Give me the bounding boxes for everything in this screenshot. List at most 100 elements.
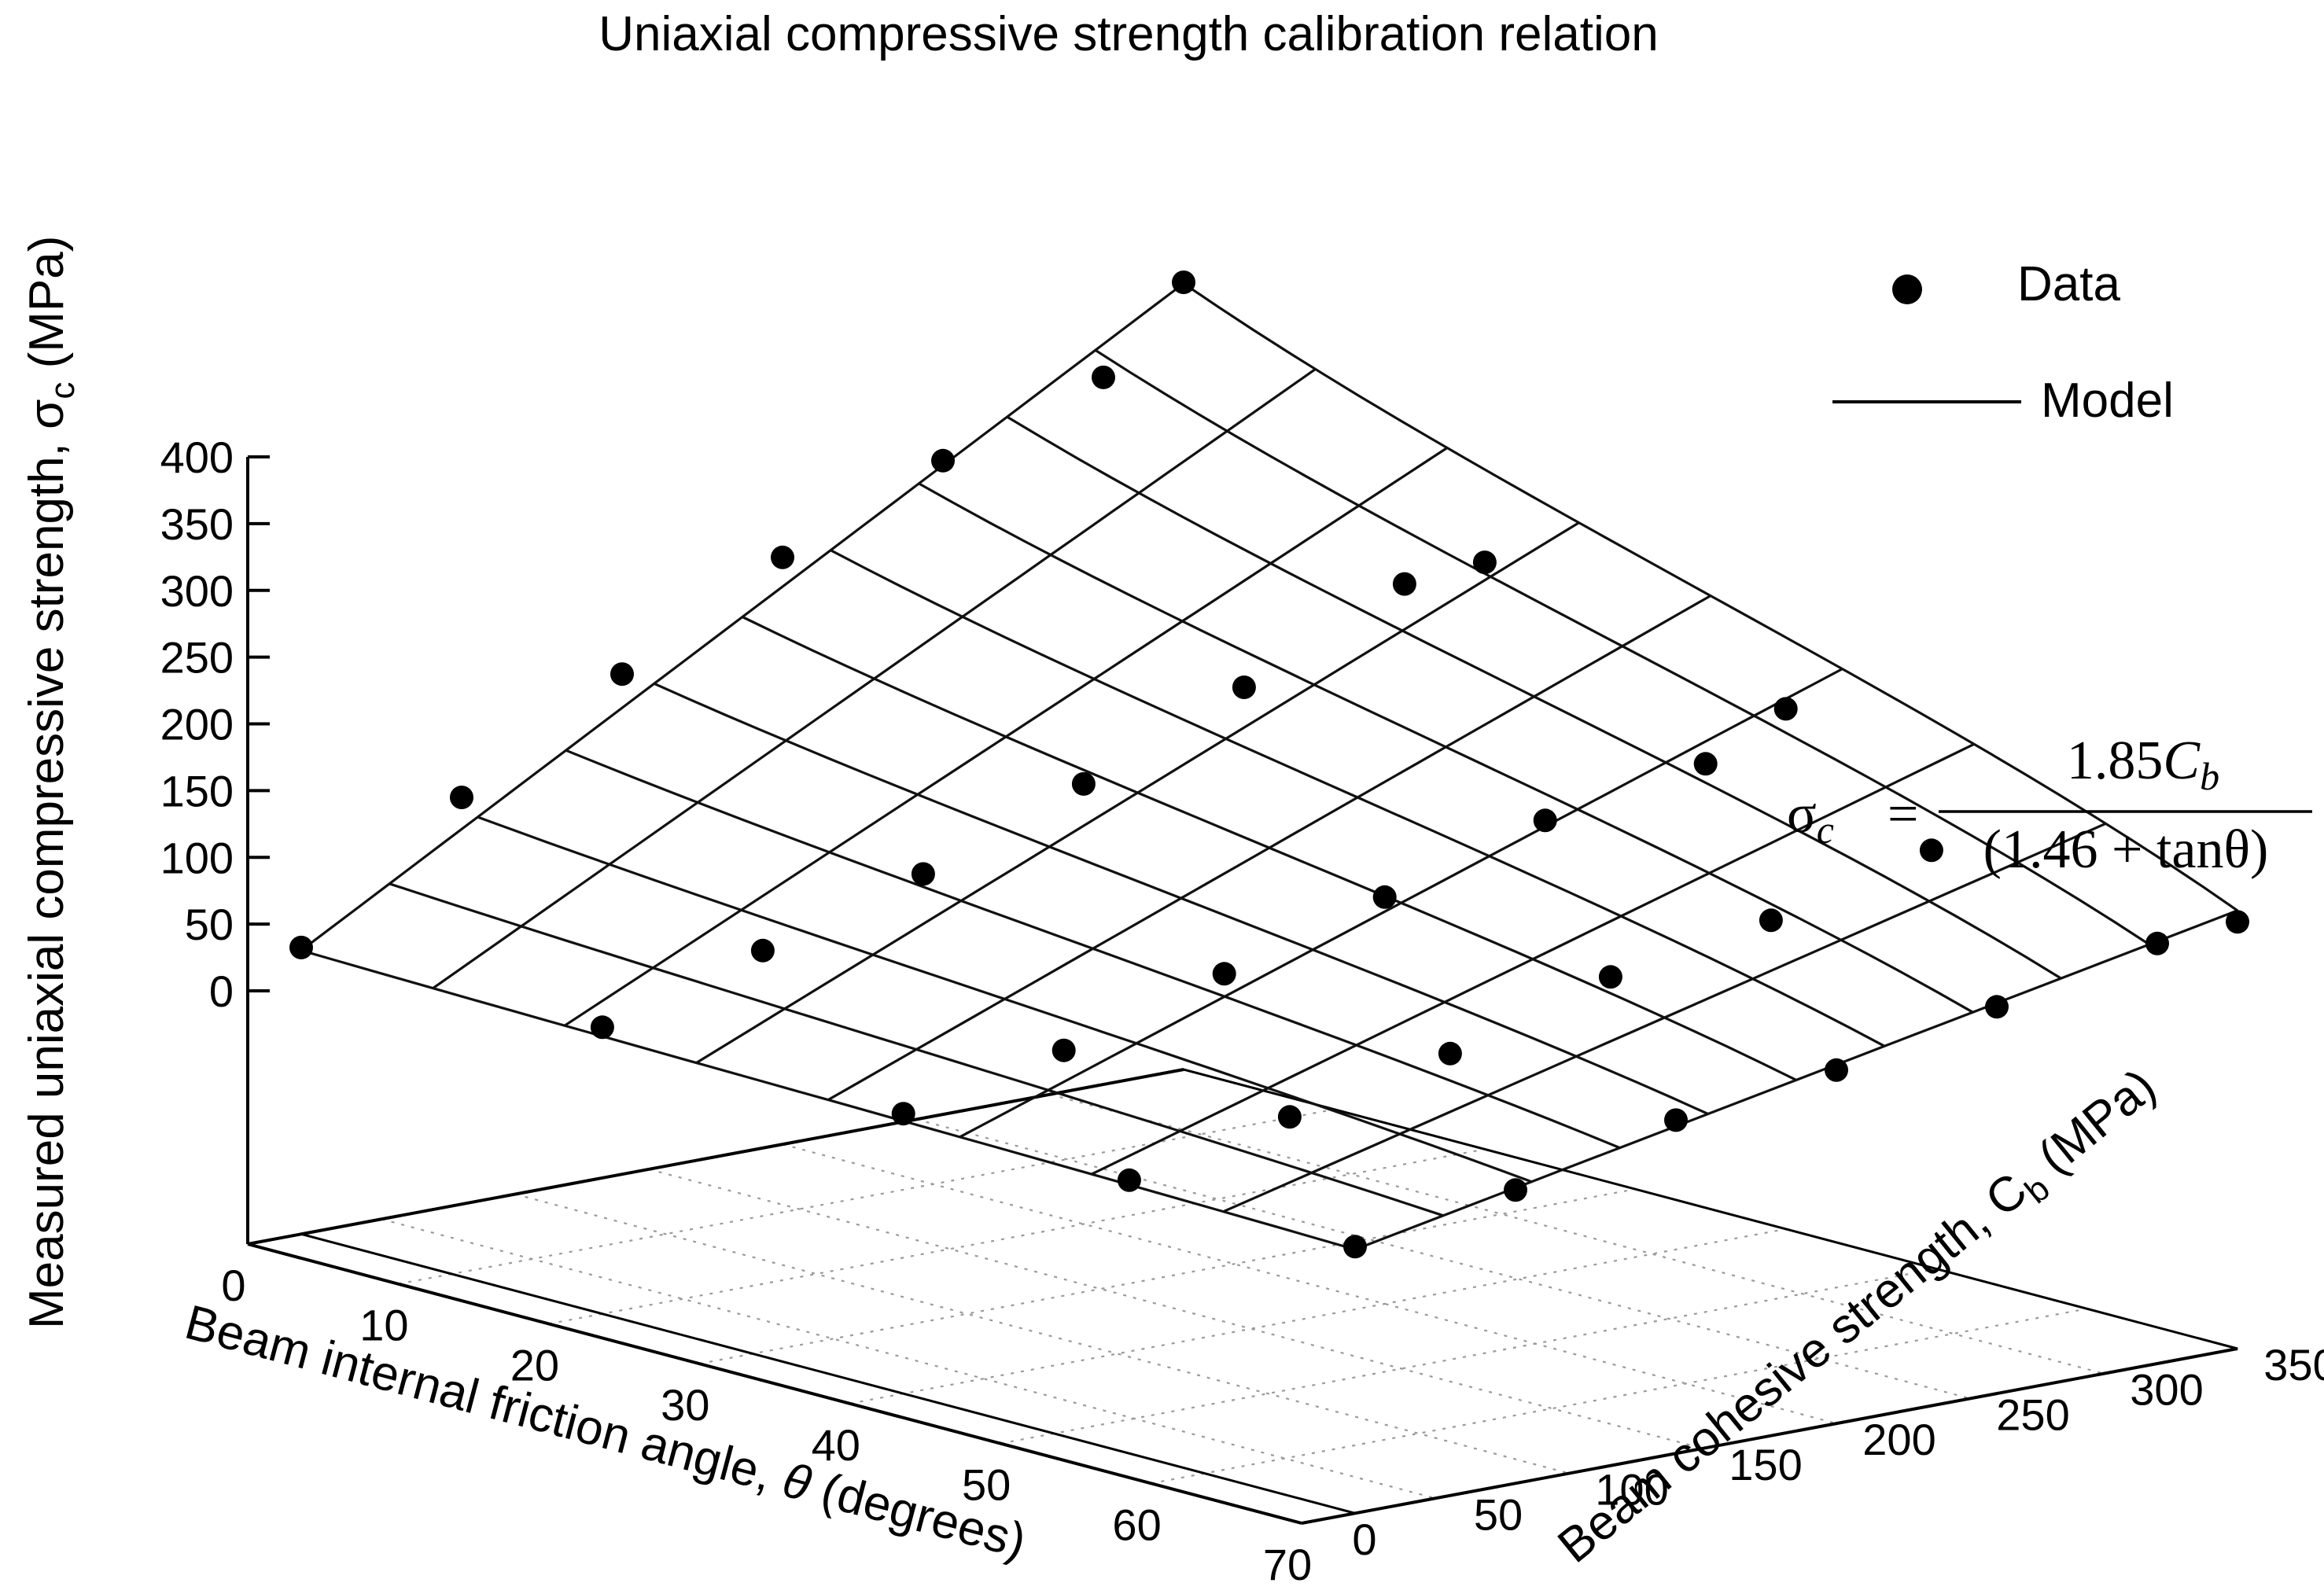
legend-model-label: Model <box>2041 374 2174 428</box>
y-tick-label: 100 <box>1595 1465 1668 1515</box>
y-tick-label: 150 <box>1729 1440 1802 1489</box>
z-tick-label: 300 <box>160 566 234 616</box>
data-point <box>1919 838 1943 863</box>
data-point <box>1664 1108 1688 1132</box>
data-point <box>1172 271 1195 294</box>
model-mesh-line-cb <box>300 949 1356 1251</box>
legend-data-marker <box>1892 274 1922 304</box>
x-tick-label: 10 <box>359 1301 408 1350</box>
z-axis-ticks: 0 50 100 150 200 250 300 350 400 <box>160 433 234 1016</box>
x-axis-label: Beam internal friction angle, θ (degrees… <box>179 1295 1031 1569</box>
data-point <box>1343 1235 1367 1259</box>
equation-numerator: 1.85Cb <box>2067 731 2219 798</box>
data-point <box>1392 572 1416 596</box>
x-tick-label: 70 <box>1263 1540 1312 1589</box>
model-mesh-line-cb <box>830 549 1885 1047</box>
data-point <box>1504 1178 1527 1202</box>
z-tick-label: 400 <box>160 433 234 482</box>
data-point <box>1232 676 1256 699</box>
x-tick-label: 30 <box>661 1380 709 1430</box>
data-points <box>289 271 2249 1259</box>
y-tick-label: 200 <box>1862 1415 1935 1464</box>
data-point <box>1438 1041 1462 1066</box>
y-tick-label: 0 <box>1352 1515 1376 1564</box>
data-point <box>1212 962 1236 986</box>
floor-grid-line-y <box>648 1168 1703 1449</box>
floor-grid-line-x <box>548 1148 1486 1325</box>
data-point <box>1759 908 1783 933</box>
data-point <box>1985 995 2009 1019</box>
data-point <box>590 1015 614 1040</box>
y-tick-label: 250 <box>1996 1390 2069 1439</box>
y-tick-label: 300 <box>2130 1365 2203 1415</box>
floor-grid-line-y <box>782 1143 1837 1425</box>
data-point <box>911 862 935 886</box>
model-mesh-line-cb <box>565 749 1621 1150</box>
equation-denominator: (1.46 + tanθ) <box>1983 819 2269 880</box>
equation-numerator-coef: 1.85 <box>2067 731 2164 791</box>
y-axis-label-main: Beam cohesive strength, C <box>1548 1163 2037 1574</box>
surface-footprint <box>300 1068 2238 1515</box>
data-point <box>1117 1168 1141 1192</box>
z-axis-label-unit: (MPa) <box>20 236 74 382</box>
data-point <box>1693 752 1718 776</box>
data-point <box>750 938 775 963</box>
y-axis-label-unit: (MPa) <box>2018 1058 2166 1193</box>
y-tick-label: 50 <box>1474 1489 1523 1539</box>
data-point <box>891 1102 915 1126</box>
z-tick-label: 100 <box>160 833 234 882</box>
floor-grid <box>247 1068 2238 1525</box>
model-mesh-line-cb <box>477 815 1532 1184</box>
equation-numerator-sub: b <box>2200 754 2219 798</box>
data-point <box>1092 365 1115 389</box>
data-point <box>450 786 473 809</box>
data-point <box>1052 1038 1076 1062</box>
legend: Data Model <box>1832 257 2174 428</box>
model-mesh-line-cb <box>1094 348 2150 946</box>
model-mesh-line-cb <box>389 882 1444 1217</box>
equation-equals: = <box>1888 784 1918 845</box>
x-tick-label: 50 <box>962 1460 1011 1510</box>
equation-lhs-sub: c <box>1817 808 1834 852</box>
data-point <box>289 935 313 959</box>
equation-numerator-symbol: C <box>2163 731 2201 791</box>
z-tick-label: 250 <box>160 633 234 683</box>
data-point <box>1277 1105 1302 1129</box>
model-mesh-line-cb <box>654 682 1709 1115</box>
x-axis-ticks: 0 10 20 30 40 50 60 70 <box>221 1261 1312 1589</box>
data-point <box>1773 697 1798 721</box>
model-equation: σc = 1.85Cb (1.46 + tanθ) <box>1787 731 2312 880</box>
data-point <box>2145 931 2169 955</box>
floor-frame <box>247 1068 2238 1525</box>
data-point <box>1071 771 1096 796</box>
chart-title: Uniaxial compressive strength calibratio… <box>598 7 1658 61</box>
data-point <box>931 448 955 473</box>
data-point <box>1372 885 1397 909</box>
x-tick-label: 0 <box>221 1261 245 1310</box>
z-axis-label-main: Measured uniaxial compressive strength, … <box>20 399 74 1329</box>
x-tick-label: 40 <box>812 1420 860 1470</box>
data-point <box>1598 965 1622 989</box>
data-point <box>771 545 794 569</box>
equation-lhs-symbol: σ <box>1787 784 1817 845</box>
equation-lhs: σc <box>1787 784 1834 852</box>
x-tick-label: 60 <box>1112 1500 1161 1549</box>
floor-grid-line-x <box>699 1188 1636 1365</box>
z-axis-label: Measured uniaxial compressive strength, … <box>20 236 82 1329</box>
model-surface <box>300 282 2238 1251</box>
floor-grid-line-x <box>1151 1308 2087 1485</box>
data-point <box>2226 910 2249 934</box>
data-point <box>1472 550 1497 575</box>
z-axis <box>246 455 270 1244</box>
x-axis-line <box>247 1242 1302 1525</box>
z-tick-label: 150 <box>160 766 234 815</box>
model-mesh-line-cb <box>918 482 1974 1014</box>
data-point <box>1533 808 1557 833</box>
model-mesh-line-cb <box>742 616 1797 1081</box>
z-tick-label: 350 <box>160 499 234 549</box>
data-point <box>1825 1058 1848 1082</box>
z-tick-label: 200 <box>160 700 234 749</box>
model-mesh-line-cb <box>1183 282 2238 912</box>
z-tick-label: 50 <box>185 900 234 949</box>
y-tick-label: 350 <box>2263 1340 2324 1390</box>
